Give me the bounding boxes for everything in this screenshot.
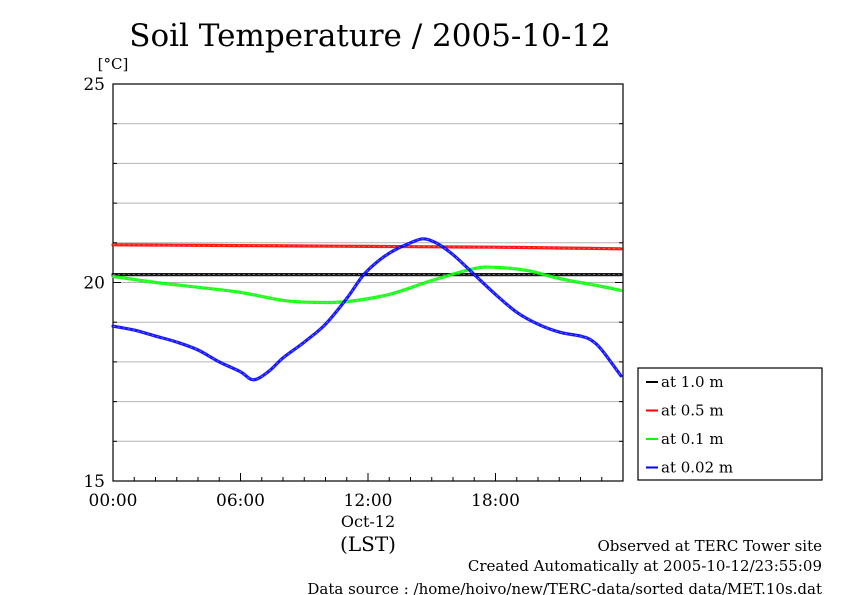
series-layer bbox=[111, 237, 623, 382]
series-line-highlight bbox=[112, 244, 621, 250]
series-line-highlight bbox=[112, 238, 622, 381]
x-tick-label: 12:00 bbox=[344, 491, 393, 511]
legend: at 1.0 m at 0.5 m at 0.1 m at 0.02 m bbox=[637, 367, 823, 481]
chart-title: Soil Temperature / 2005-10-12 bbox=[129, 18, 611, 54]
y-tick-label: 20 bbox=[83, 274, 105, 294]
y-axis-unit: [°C] bbox=[98, 55, 129, 73]
legend-label: at 0.02 m bbox=[661, 459, 733, 477]
series-line-at-0-1-m bbox=[111, 265, 623, 305]
footer-observed-site: Observed at TERC Tower site bbox=[597, 537, 822, 555]
legend-label: at 0.1 m bbox=[661, 430, 724, 448]
legend-label: at 0.5 m bbox=[661, 402, 724, 420]
x-tick-label: 00:00 bbox=[89, 491, 138, 511]
x-tick-label: 18:00 bbox=[471, 491, 520, 511]
footer-created-time: Created Automatically at 2005-10-12/23:5… bbox=[468, 557, 822, 575]
series-line-at-0-02-m bbox=[111, 237, 623, 382]
x-tick-labels: 00:00 06:00 12:00 18:00 bbox=[89, 491, 521, 511]
legend-box bbox=[637, 367, 823, 481]
footer-data-source: Data source : /home/hoivo/new/TERC-data/… bbox=[307, 580, 822, 595]
y-tick-label: 25 bbox=[83, 75, 105, 95]
x-date-label: Oct-12 bbox=[341, 512, 395, 531]
x-tick-label: 06:00 bbox=[216, 491, 265, 511]
y-minor-ticks bbox=[113, 83, 623, 482]
y-tick-label: 15 bbox=[83, 472, 105, 492]
y-tick-labels: 15 20 25 bbox=[83, 75, 105, 492]
x-minor-ticks bbox=[112, 473, 624, 481]
legend-label: at 1.0 m bbox=[661, 373, 724, 391]
x-axis-label: (LST) bbox=[340, 532, 396, 556]
gridlines bbox=[113, 123, 623, 442]
